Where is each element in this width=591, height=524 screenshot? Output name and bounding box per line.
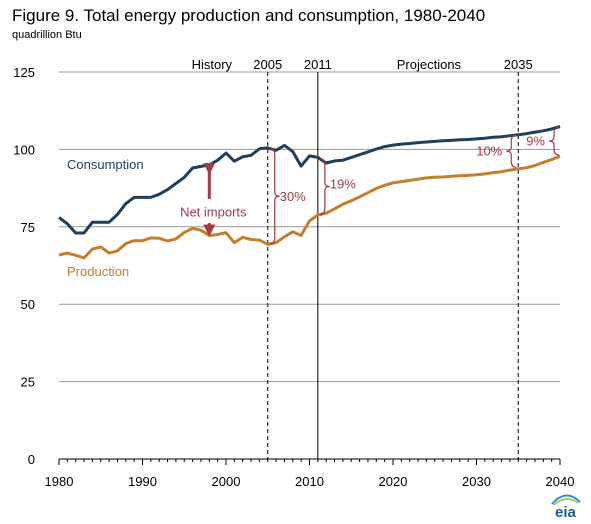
eia-logo: eia bbox=[551, 494, 581, 520]
x-tick-label: 1980 bbox=[45, 474, 74, 489]
series-line-consumption bbox=[58, 125, 561, 235]
gap-label-2011: 19% bbox=[330, 176, 356, 191]
x-tick-label: 2000 bbox=[212, 474, 241, 489]
y-tick-label: 50 bbox=[21, 297, 35, 312]
x-tick-label: 2010 bbox=[295, 474, 324, 489]
vline-label-2005: 2005 bbox=[253, 57, 282, 72]
series-label-consumption: Consumption bbox=[67, 157, 144, 172]
gap-label-2040: 9% bbox=[526, 134, 545, 149]
brace-2005 bbox=[269, 148, 280, 245]
y-tick-label: 125 bbox=[13, 65, 35, 80]
eia-logo-text: eia bbox=[555, 504, 577, 520]
y-tick-label: 100 bbox=[13, 142, 35, 157]
series-label-production: Production bbox=[67, 264, 129, 279]
x-tick-label: 2020 bbox=[379, 474, 408, 489]
series-line-production bbox=[58, 154, 561, 260]
gap-label-2005: 30% bbox=[280, 189, 306, 204]
vline-label-2035: 2035 bbox=[504, 57, 533, 72]
gap-label-projection: 10% bbox=[476, 144, 502, 159]
x-tick-label: 2030 bbox=[462, 474, 491, 489]
net-imports-label: Net imports bbox=[180, 204, 247, 219]
chart-title: Figure 9. Total energy production and co… bbox=[12, 6, 486, 25]
brace-2011 bbox=[319, 158, 330, 216]
vline-label-2011: 2011 bbox=[304, 57, 332, 72]
period-label-history: History bbox=[192, 57, 233, 72]
chart-subtitle: quadrillion Btu bbox=[12, 29, 82, 41]
brace-2040 bbox=[548, 126, 560, 156]
x-tick-label: 2040 bbox=[546, 474, 575, 489]
x-tick-label: 1990 bbox=[128, 474, 157, 489]
brace-projection bbox=[506, 134, 517, 168]
y-tick-label: 0 bbox=[28, 452, 35, 467]
y-tick-label: 75 bbox=[21, 220, 35, 235]
period-label-projections: Projections bbox=[397, 57, 462, 72]
y-tick-label: 25 bbox=[21, 375, 35, 390]
